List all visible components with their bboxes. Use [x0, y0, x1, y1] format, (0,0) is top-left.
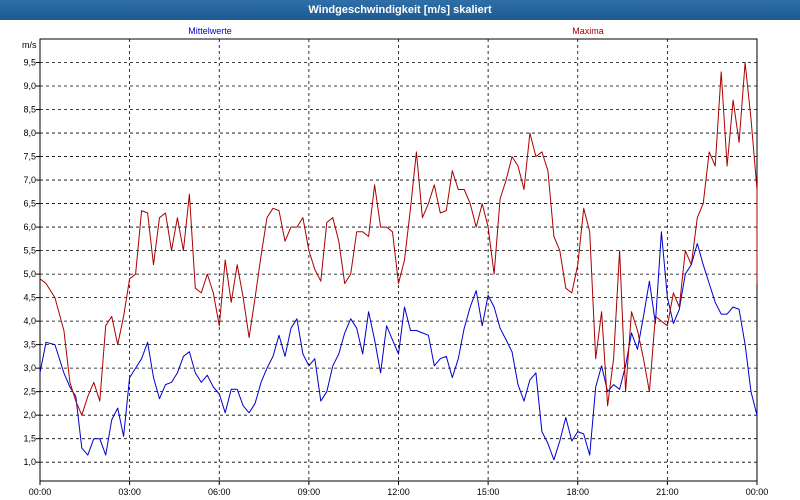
y-tick-label: 8,5: [23, 105, 36, 115]
x-tick-time-label: 15:00: [477, 487, 500, 497]
y-tick-label: 4,0: [23, 316, 36, 326]
y-tick-label: 9,5: [23, 58, 36, 68]
x-tick-time-label: 18:00: [566, 487, 589, 497]
x-tick-time-label: 00:00: [746, 487, 769, 497]
legend-maxima: Maxima: [572, 26, 604, 36]
x-tick-time-label: 21:00: [656, 487, 679, 497]
window-title: Windgeschwindigkeit [m/s] skaliert: [0, 0, 800, 20]
x-tick-time-label: 09:00: [298, 487, 321, 497]
y-tick-label: 2,0: [23, 410, 36, 420]
y-tick-label: 3,5: [23, 340, 36, 350]
y-tick-label: 9,0: [23, 81, 36, 91]
x-tick-time-label: 03:00: [118, 487, 141, 497]
grid-lines: [36, 39, 758, 485]
x-tick-time-label: 12:00: [387, 487, 410, 497]
y-tick-label: 4,5: [23, 293, 36, 303]
y-tick-label: 8,0: [23, 128, 36, 138]
x-tick-time-label: 06:00: [208, 487, 231, 497]
x-axis-tick-labels: 00:0018.05.2403:0018.05.2406:0018.05.240…: [29, 487, 769, 497]
y-tick-label: 7,5: [23, 152, 36, 162]
y-tick-label: 2,5: [23, 387, 36, 397]
y-axis-tick-labels: 1,0 1,5 2,0 2,5 3,0 3,5 4,0 4,5 5,0 5,5 6,0 6,5 7,0 7…: [23, 58, 36, 468]
y-tick-label: 1,5: [23, 434, 36, 444]
x-tick-time-label: 00:00: [29, 487, 52, 497]
series-line-mittelwerte: [39, 231, 758, 461]
y-tick-label: 5,0: [23, 269, 36, 279]
y-tick-label: 7,0: [23, 175, 36, 185]
wind-speed-chart: 1,0 1,5 2,0 2,5 3,0 3,5 4,0 4,5 5,0 5,5 6,0 6,5 7,0 7…: [22, 26, 769, 497]
y-tick-label: 6,5: [23, 199, 36, 209]
y-tick-label: 5,5: [23, 246, 36, 256]
series-line-maxima: [39, 62, 758, 416]
legend-mittelwerte: Mittelwerte: [188, 26, 232, 36]
y-axis-unit-label: m/s: [22, 40, 37, 50]
y-tick-label: 1,0: [23, 457, 36, 467]
series-lines: [39, 62, 758, 461]
y-tick-label: 6,0: [23, 222, 36, 232]
y-tick-label: 3,0: [23, 363, 36, 373]
